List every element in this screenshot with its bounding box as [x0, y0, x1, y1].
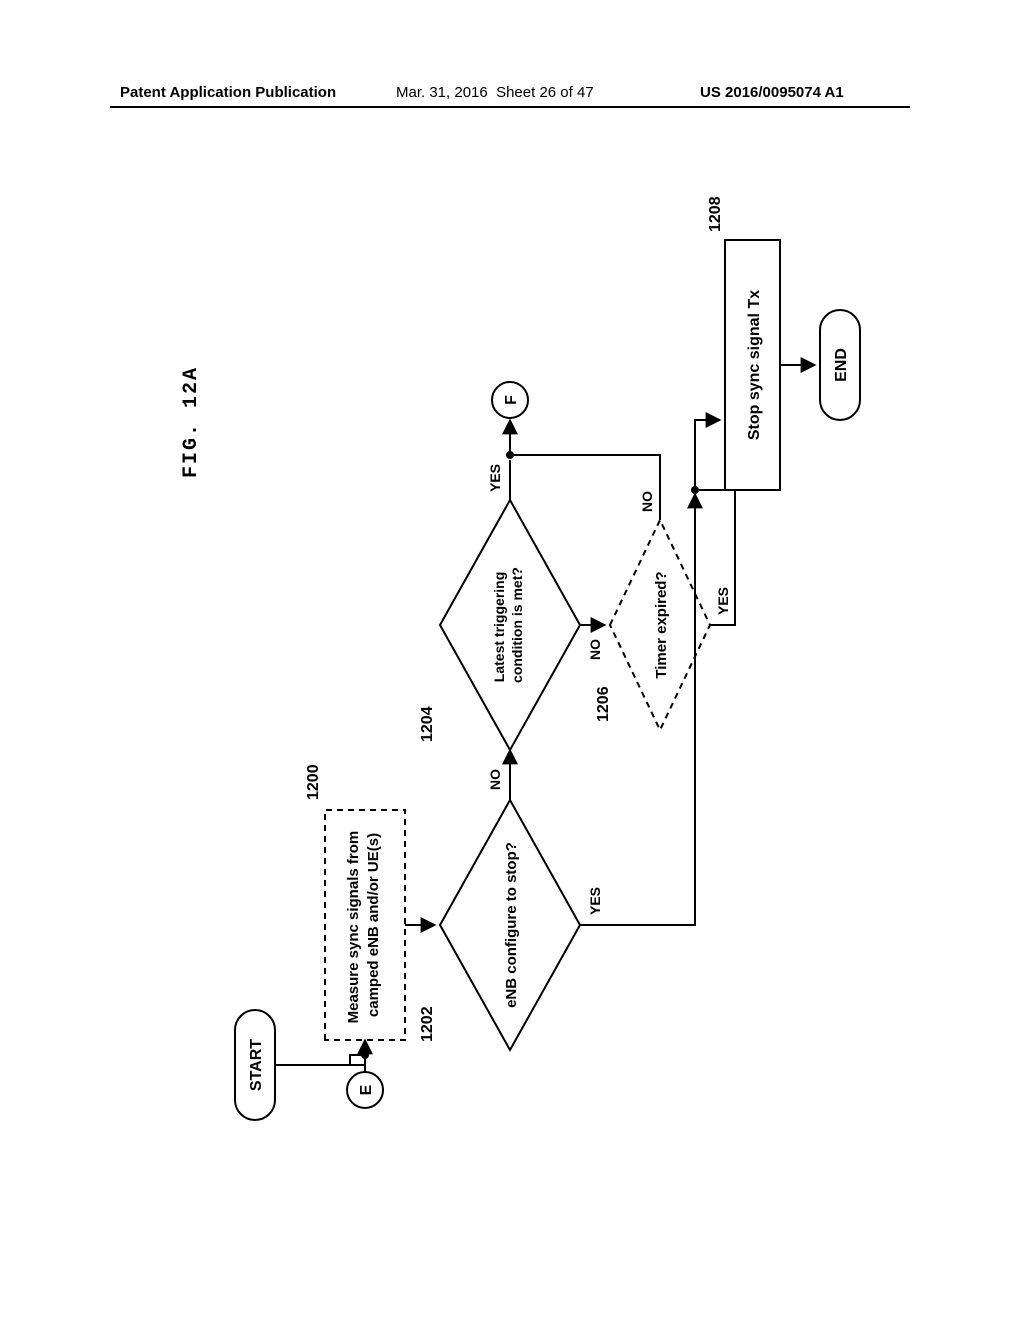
svg-text:E: E [358, 1084, 375, 1095]
svg-text:Timer expired?: Timer expired? [653, 571, 670, 678]
node-measure: Measure sync signals from camped eNB and… [325, 810, 405, 1040]
node-start: START [235, 1010, 275, 1120]
edge-label-yes: YES [587, 887, 603, 915]
flowchart: START E Measure sync signals from camped… [0, 0, 1024, 1320]
ref-1208: 1208 [707, 196, 724, 232]
svg-text:YES: YES [487, 464, 503, 492]
ref-1202: 1202 [419, 1006, 436, 1042]
node-stop-tx: Stop sync signal Tx [725, 240, 780, 490]
svg-text:eNB configure to stop?: eNB configure to stop? [503, 842, 520, 1008]
svg-text:YES: YES [715, 587, 731, 615]
svg-text:END: END [833, 348, 850, 382]
node-connector-e: E [347, 1072, 383, 1108]
junction-dot [361, 1051, 369, 1059]
svg-text:START: START [248, 1039, 265, 1091]
page: Patent Application Publication Mar. 31, … [0, 0, 1024, 1320]
node-decision-enb-stop: eNB configure to stop? [440, 800, 580, 1050]
svg-text:F: F [503, 395, 520, 405]
svg-text:Measure sync signals from: Measure sync signals from camped eNB and… [345, 827, 382, 1024]
ref-1204: 1204 [419, 706, 436, 742]
node-decision-trigger: Latest triggering condition is met? [440, 500, 580, 750]
svg-text:NO: NO [639, 491, 655, 512]
ref-1200: 1200 [305, 764, 322, 800]
node-end: END [820, 310, 860, 420]
node-connector-f: F [492, 382, 528, 418]
ref-1206: 1206 [595, 686, 612, 722]
edge-label-no: NO [487, 769, 503, 790]
svg-text:Latest triggering co: Latest triggering condition is met? [491, 567, 525, 683]
svg-text:Stop sync signal Tx: Stop sync signal Tx [746, 290, 763, 440]
svg-text:NO: NO [587, 639, 603, 660]
